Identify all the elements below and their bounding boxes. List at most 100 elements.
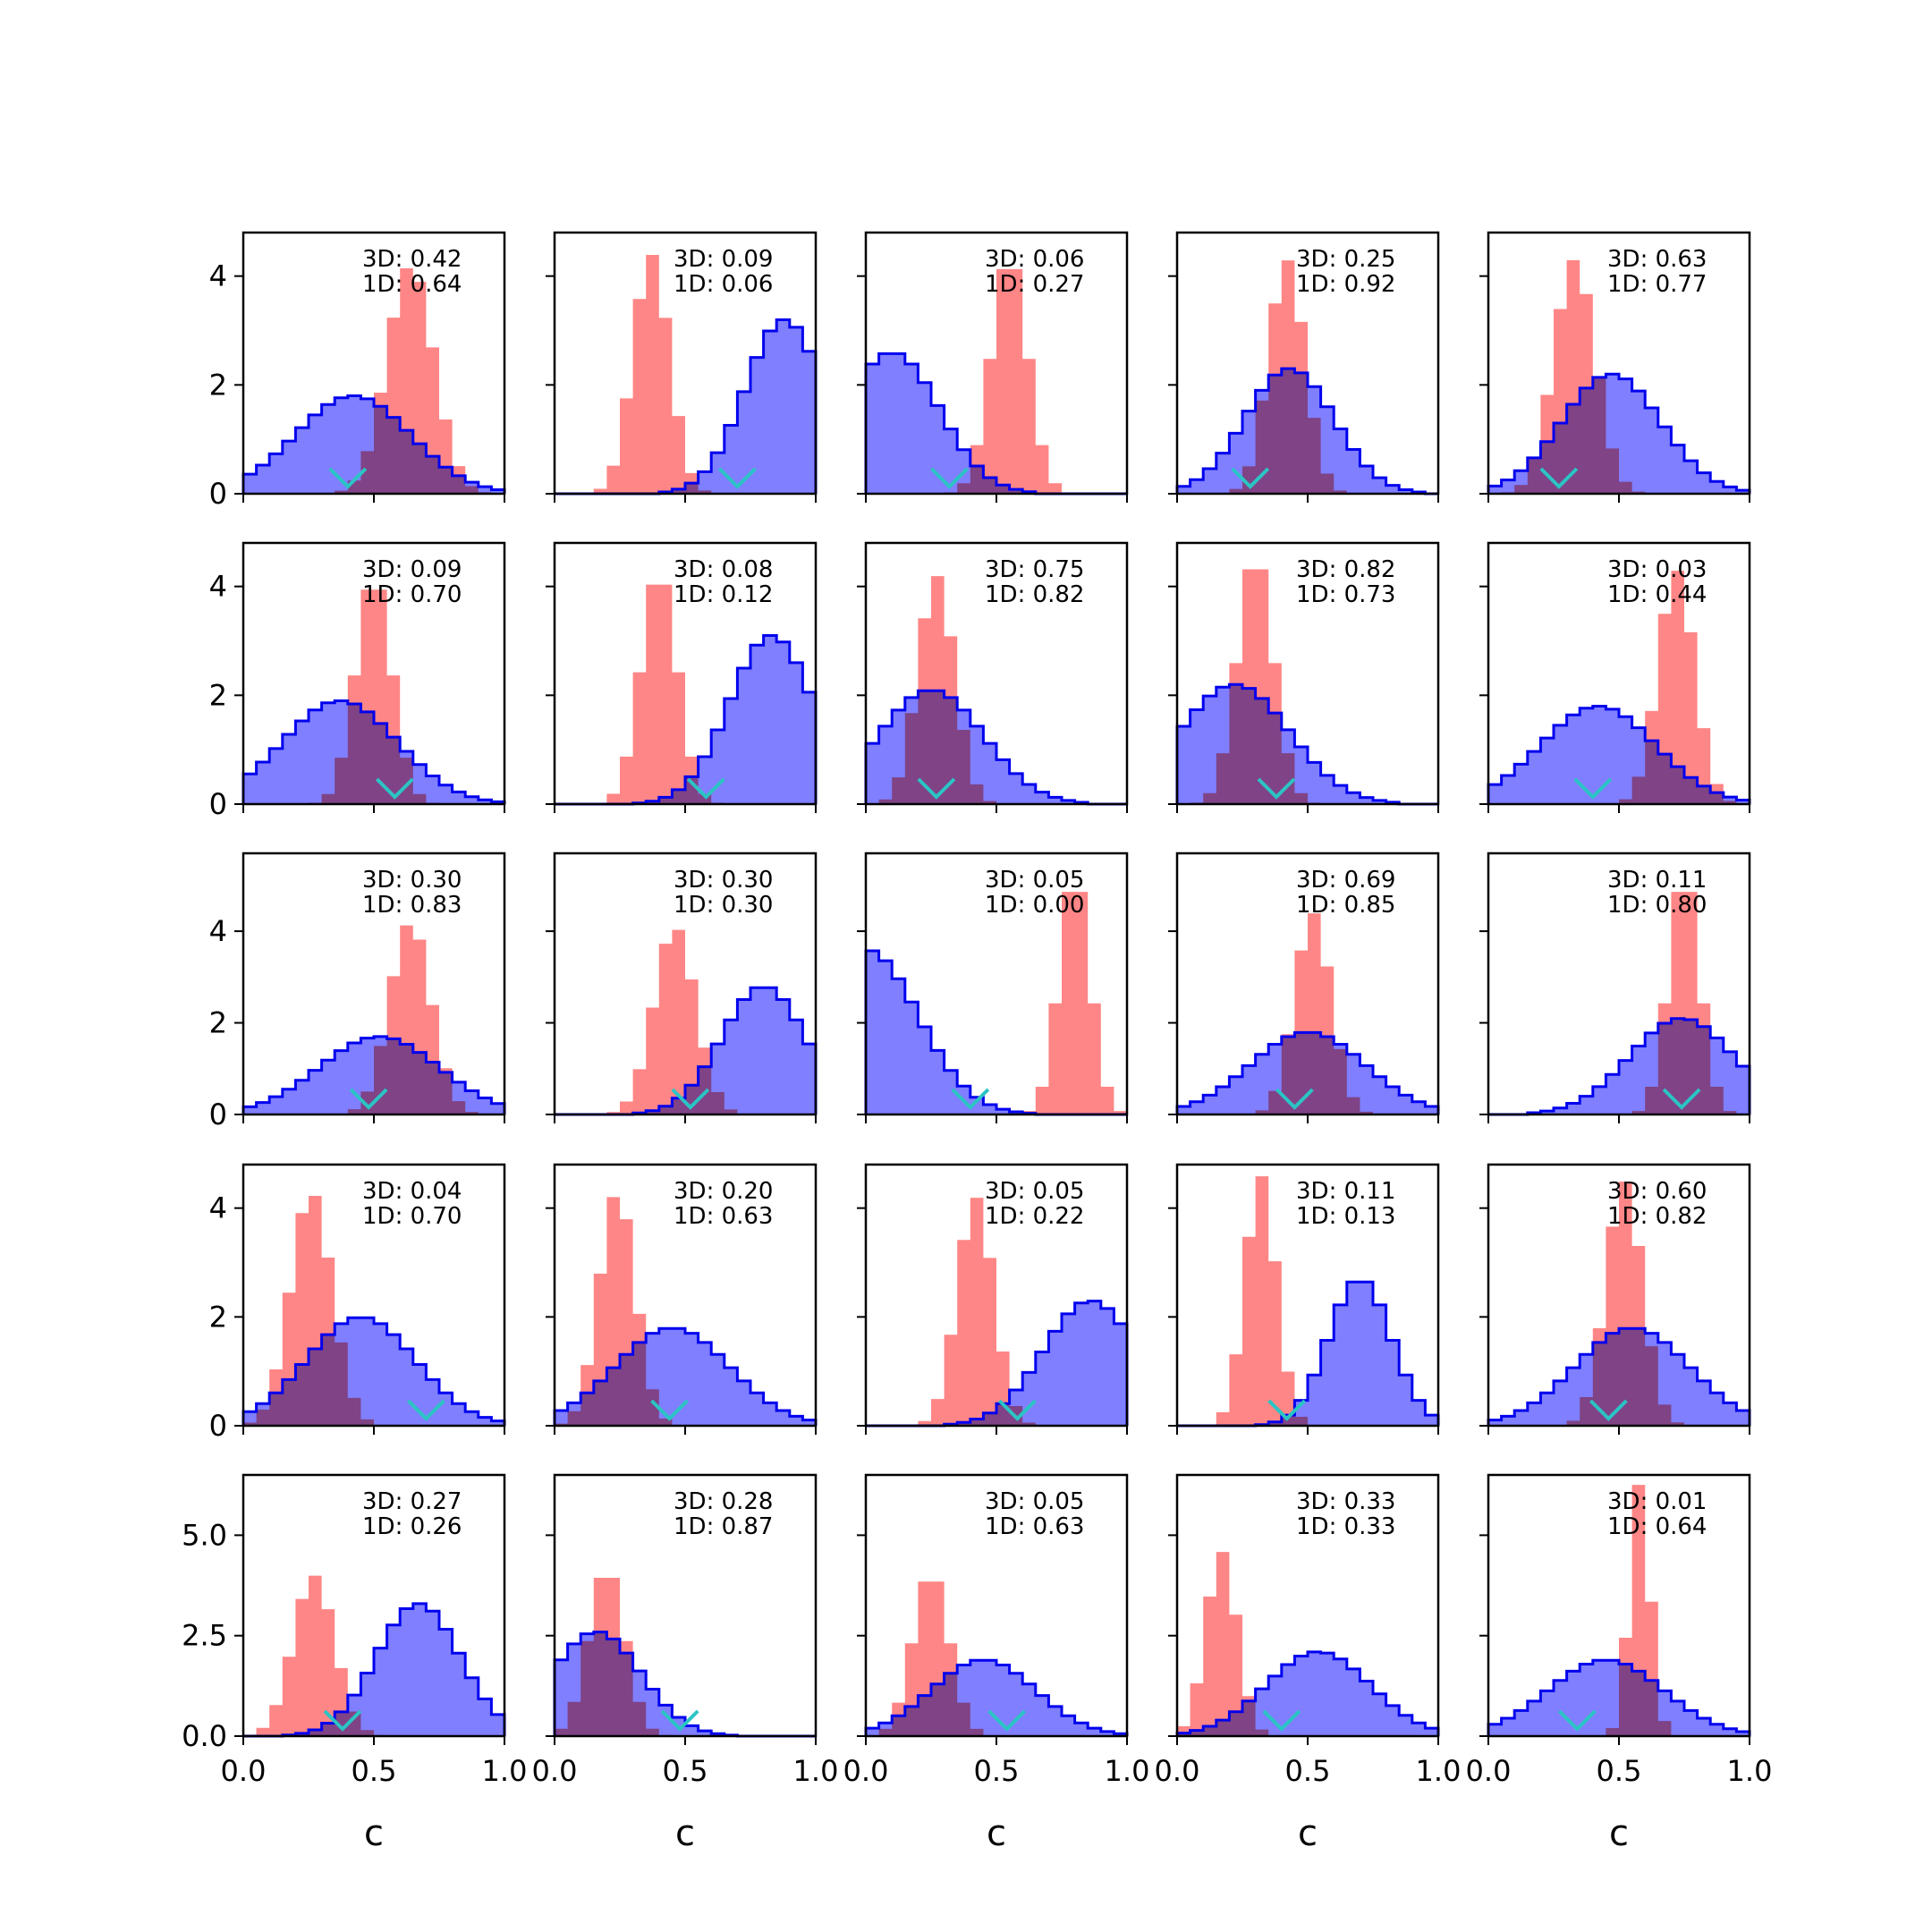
annotation-3d: 3D: 0.11 (1296, 1178, 1395, 1205)
cyan-marker (1262, 1709, 1301, 1732)
red-histogram-fill (555, 255, 816, 494)
y-tick-label: 4 (209, 1191, 227, 1225)
x-tick-label: 0.0 (843, 1754, 889, 1788)
y-tick-label: 2.5 (182, 1619, 227, 1653)
blue-histogram-outline (553, 1326, 818, 1426)
annotation-3d: 3D: 0.09 (362, 556, 462, 583)
blue-histogram-outline (1487, 372, 1751, 494)
x-axis-label: c (1609, 1813, 1629, 1854)
annotation-3d: 3D: 0.01 (1607, 1488, 1707, 1515)
x-axis-label: c (987, 1813, 1006, 1854)
red-histogram-fill (866, 1581, 1127, 1736)
blue-histogram-outline (242, 394, 506, 494)
blue-histogram-fill (555, 635, 816, 804)
annotation-3d: 3D: 0.63 (1607, 246, 1707, 273)
annotation-3d: 3D: 0.28 (674, 1488, 773, 1515)
blue-histogram-outline (242, 699, 506, 804)
annotation-1d: 1D: 0.06 (674, 271, 773, 298)
cyan-marker (671, 1088, 710, 1110)
x-tick-label: 1.0 (1105, 1754, 1150, 1788)
blue-histogram-outline (1487, 705, 1751, 804)
x-tick-label: 0.0 (221, 1754, 267, 1788)
cyan-marker (406, 1399, 445, 1421)
x-tick-label: 1.0 (1416, 1754, 1462, 1788)
annotation-3d: 3D: 0.05 (985, 1178, 1084, 1205)
annotation-3d: 3D: 0.69 (1296, 867, 1395, 894)
cyan-marker (1662, 1088, 1701, 1110)
annotation-3d: 3D: 0.75 (985, 556, 1084, 583)
cyan-marker (1573, 777, 1613, 800)
red-histogram-fill (243, 268, 504, 494)
x-tick-label: 0.5 (352, 1754, 397, 1788)
red-histogram-fill (243, 1195, 504, 1426)
annotation-3d: 3D: 0.03 (1607, 556, 1707, 583)
blue-histogram-outline (864, 1658, 1129, 1736)
y-tick-label: 2 (209, 1006, 227, 1040)
annotation-3d: 3D: 0.60 (1607, 1178, 1707, 1205)
red-histogram-fill (555, 584, 816, 804)
cyan-marker (323, 1709, 362, 1732)
annotation-3d: 3D: 0.09 (674, 246, 773, 273)
annotation-3d: 3D: 0.27 (362, 1488, 462, 1515)
annotation-1d: 1D: 0.33 (1296, 1513, 1395, 1540)
annotation-1d: 1D: 0.64 (1607, 1513, 1707, 1540)
annotation-1d: 1D: 0.26 (362, 1513, 462, 1540)
x-tick-label: 0.5 (663, 1754, 708, 1788)
annotation-1d: 1D: 0.27 (985, 271, 1084, 298)
annotation-1d: 1D: 0.77 (1607, 271, 1707, 298)
blue-histogram-fill (866, 951, 1127, 1114)
x-tick-label: 0.0 (1155, 1754, 1200, 1788)
y-tick-label: 0.0 (182, 1719, 227, 1753)
red-histogram-fill (866, 1198, 1127, 1426)
blue-histogram-outline (1175, 682, 1438, 806)
cyan-marker (917, 777, 956, 800)
cyan-marker (987, 1709, 1027, 1732)
annotation-3d: 3D: 0.04 (362, 1178, 462, 1205)
annotation-1d: 1D: 0.13 (1296, 1203, 1395, 1230)
annotation-3d: 3D: 0.08 (674, 556, 773, 583)
x-tick-label: 0.0 (1466, 1754, 1512, 1788)
red-histogram-fill (555, 1577, 816, 1736)
annotation-3d: 3D: 0.05 (985, 1488, 1084, 1515)
blue-histogram-outline (1488, 1017, 1751, 1116)
red-histogram-fill (243, 1575, 504, 1736)
annotation-1d: 1D: 0.82 (985, 581, 1084, 608)
red-histogram-fill (1488, 892, 1750, 1114)
y-tick-label: 0 (209, 1097, 227, 1131)
red-histogram-fill (1488, 1181, 1750, 1426)
cyan-marker (997, 1399, 1037, 1421)
y-tick-label: 0 (209, 1409, 227, 1443)
x-tick-label: 1.0 (793, 1754, 839, 1788)
cyan-marker (1231, 467, 1270, 489)
annotation-1d: 1D: 0.30 (674, 892, 773, 919)
cyan-marker (951, 1088, 990, 1110)
red-histogram-fill (1177, 1176, 1438, 1426)
annotation-3d: 3D: 0.20 (674, 1178, 773, 1205)
cyan-marker (1267, 1399, 1307, 1421)
red-histogram-fill (243, 589, 504, 804)
cyan-marker (650, 1399, 689, 1421)
red-histogram-fill (1177, 913, 1438, 1114)
annotation-3d: 3D: 0.82 (1296, 556, 1395, 583)
annotation-3d: 3D: 0.30 (362, 867, 462, 894)
cyan-marker (1589, 1399, 1628, 1421)
cyan-marker (349, 1088, 388, 1110)
y-tick-label: 5.0 (182, 1518, 227, 1552)
blue-histogram-fill (555, 987, 816, 1114)
x-tick-label: 0.5 (1285, 1754, 1331, 1788)
